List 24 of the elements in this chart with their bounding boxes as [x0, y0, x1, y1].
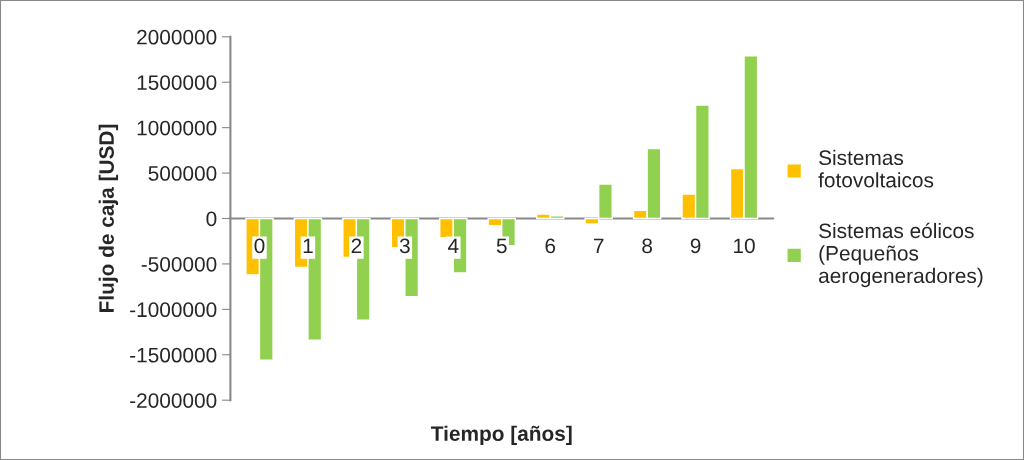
legend-label: Sistemas eólicos (Pequeños aerogeneradores)	[819, 222, 983, 288]
x-tick-label: 4	[447, 238, 459, 254]
y-tick-label: -1000000	[130, 302, 217, 318]
x-tick-label: 1	[303, 238, 313, 254]
y-tick-label: 1000000	[137, 120, 217, 136]
y-tick-label: 500000	[148, 166, 217, 181]
x-tick-label: 10	[734, 238, 755, 254]
y-tick-label: 2000000	[137, 29, 217, 45]
y-tick-label: 0	[206, 211, 217, 227]
x-tick-label: 9	[690, 238, 701, 254]
x-tick-label: 3	[399, 238, 410, 254]
x-tick-label: 8	[642, 238, 653, 254]
x-tick-label: 2	[351, 238, 362, 254]
x-axis-title: Tiempo [años]	[431, 425, 572, 446]
y-tick-label: -1500000	[130, 347, 217, 363]
x-tick-label: 7	[593, 238, 604, 254]
y-axis-title: Flujo de caja [USD]	[98, 124, 119, 313]
y-tick-label: -2000000	[130, 393, 217, 408]
y-tick-label: -500000	[141, 256, 217, 272]
x-tick-label: 0	[254, 238, 265, 254]
legend-label: Sistemas fotovoltaicos	[818, 149, 934, 188]
x-tick-label: 6	[545, 238, 556, 254]
y-tick-label: 1500000	[137, 75, 217, 90]
x-tick-label: 5	[496, 238, 507, 254]
